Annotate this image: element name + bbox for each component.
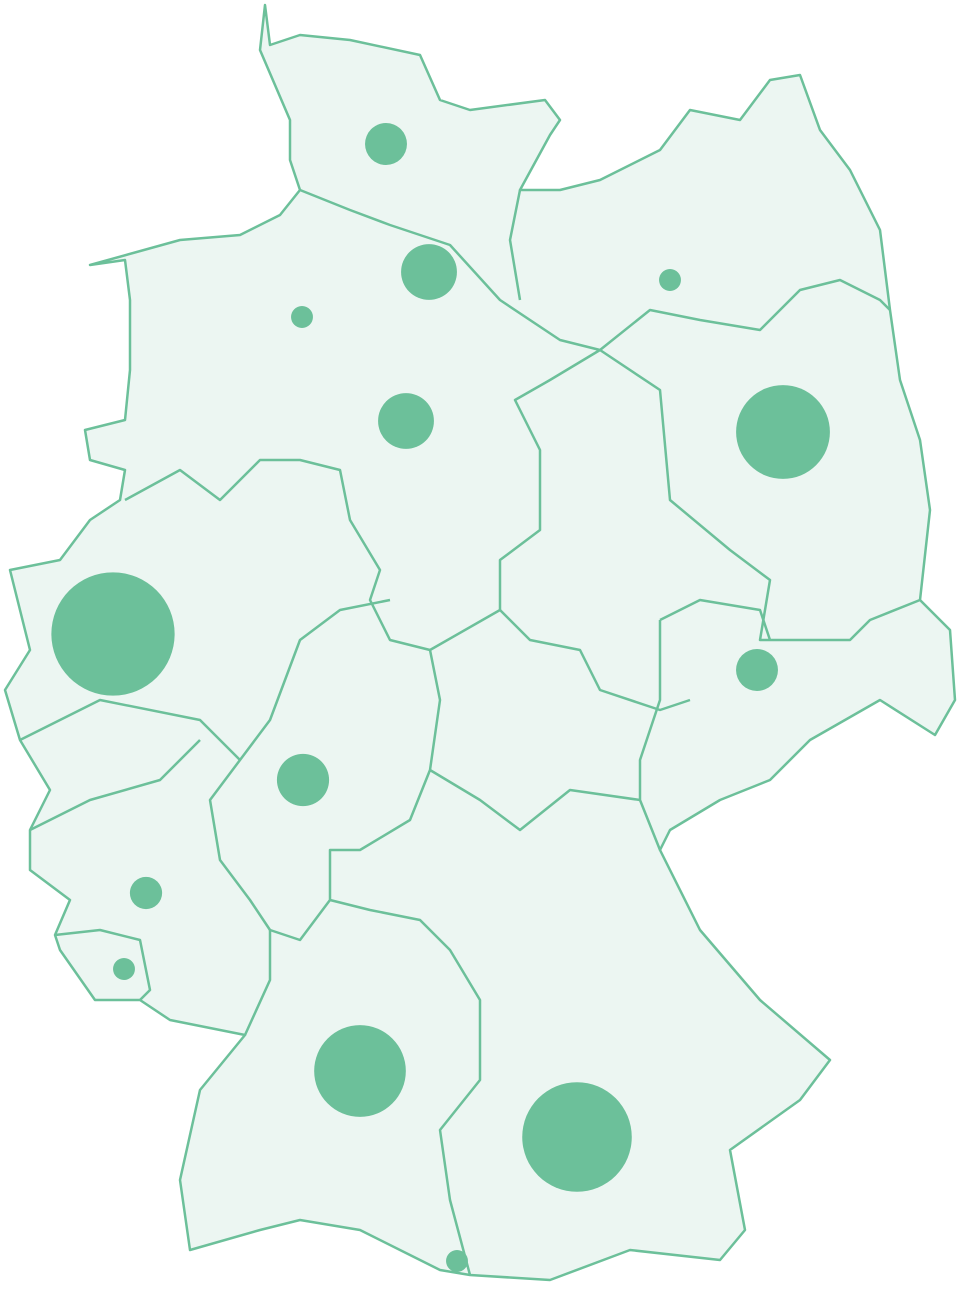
bubble: [314, 1025, 406, 1117]
bubble: [276, 753, 330, 807]
bubble: [736, 649, 778, 691]
state-border: [124, 348, 921, 712]
state-border: [29, 739, 482, 1276]
state-border: [299, 188, 891, 352]
bubble: [446, 1250, 468, 1272]
bubble: [378, 393, 434, 449]
bubble: [365, 123, 407, 165]
bubble: [113, 958, 135, 980]
bubble: [522, 1082, 632, 1192]
bubble: [51, 572, 175, 696]
state-border: [498, 348, 772, 851]
bubble: [401, 244, 457, 300]
bubbles: [51, 123, 830, 1272]
bubble: [736, 385, 830, 479]
bubble: [291, 306, 313, 328]
bubble: [129, 876, 163, 910]
regions: [3, 3, 957, 1282]
bubble: [659, 269, 681, 291]
